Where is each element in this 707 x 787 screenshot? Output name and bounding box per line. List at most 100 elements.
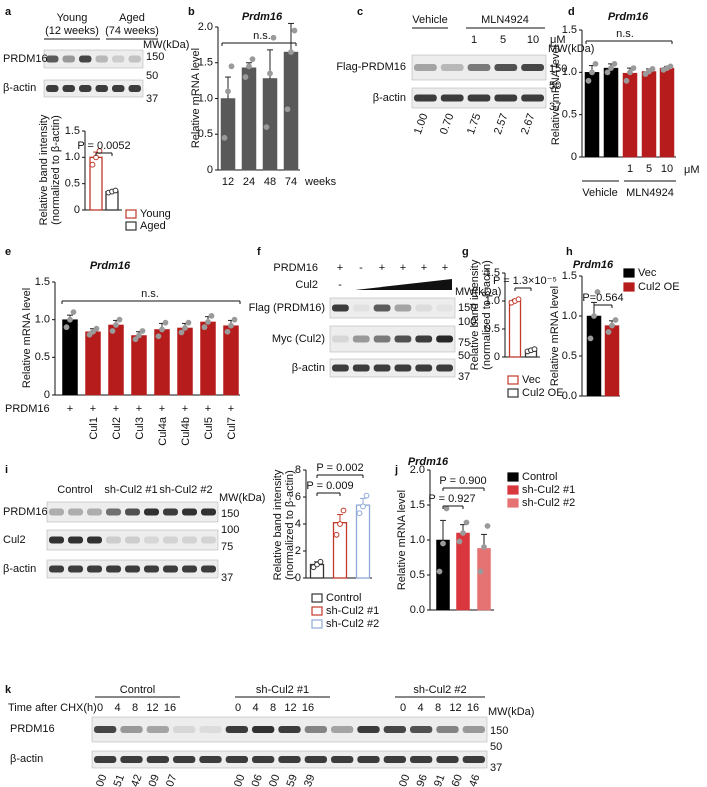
bar [332,522,348,579]
blot-band [521,64,544,71]
blot-band [373,304,391,312]
panel-letter: h [566,246,573,258]
data-point [284,106,291,113]
legend-swatch [623,282,635,292]
mw-label: 37 [221,572,233,584]
x-tick-label: Cul4b [180,417,192,446]
data-point [136,332,142,339]
blot-band [112,85,125,92]
data-point [589,69,595,76]
time-value: 0 [97,702,103,714]
quant-label: 1.00 [91,773,110,787]
blot-band [252,726,275,733]
blot-band [87,565,102,573]
blot-band [373,364,391,372]
row-label: PRDM16 [5,403,50,415]
data-point [86,331,93,338]
y-tick-label: 8 [295,464,301,476]
data-point [317,558,324,565]
quant-label: 2.57 [492,112,511,136]
data-point [113,322,119,328]
quant-label: 1.75 [465,112,484,136]
chart-title: Prdm16 [573,259,614,271]
mw-label: 37 [490,762,502,774]
time-value: 12 [449,702,461,714]
blot-band [383,756,406,763]
y-tick-label: 1.0 [65,151,80,163]
time-label: Time after CHX(h) [8,702,97,714]
row-value: + [136,403,142,415]
row-label: β-actin [373,92,406,104]
quant-label: 1.06 [246,773,265,787]
quant-label: 0.60 [446,773,465,787]
data-point [162,319,169,326]
condition-mark: - [338,279,342,291]
y-axis-label: Relative mRNA level [550,45,562,145]
blot-band [106,536,121,544]
legend-label: Cul2 OE [638,281,680,293]
data-point [93,325,100,332]
mw-label: 150 [221,508,239,520]
y-tick-label: 2.0 [410,464,425,476]
data-point [609,322,615,329]
blot-band [373,335,391,343]
data-point [623,77,630,84]
legend-label: sh-Cul2 #1 [326,605,379,617]
y-tick-label: 0.0 [562,390,577,402]
blot-band [332,304,349,312]
row-value: + [205,403,211,415]
time-value: 4 [252,702,258,714]
bar [223,325,239,396]
mw-label: 75 [458,337,470,349]
data-point [360,503,366,510]
quant-label: 0.09 [143,773,162,787]
blot-band [144,565,159,573]
legend-swatch [507,375,519,385]
y-tick-label: 0.5 [562,109,577,121]
blot-band [410,726,433,733]
quant-label: 0.46 [464,773,483,787]
row-label: PRDM16 [3,53,48,65]
blot-band [436,364,453,372]
y-tick-label: 0.5 [562,350,577,362]
blot-band [494,94,518,102]
row-value: + [159,403,165,415]
data-point [531,346,538,353]
y-tick-label: 1.5 [410,499,425,511]
y-tick-label: 0 [494,351,500,363]
data-point [627,69,633,76]
mw-label: 50 [458,350,470,362]
condition-mark: + [337,262,343,274]
blot-band [383,726,406,733]
group-label: sh-Cul2 #1 [256,684,309,696]
legend-label: Vec [638,267,657,279]
blot-band [173,726,196,733]
annotation: n.s. [616,28,634,40]
mw-label: 37 [549,101,561,113]
y-tick-label: 1.0 [562,310,577,322]
data-point [109,328,116,334]
y-tick-label: 1.5 [198,57,213,69]
y-tick-label: 4 [295,518,301,530]
y-axis-label: Relative band intensity [469,259,481,370]
blot-band [278,726,301,733]
legend-label: Control [326,592,361,604]
blot-band [68,565,83,573]
blot-band [94,726,117,733]
blot-row [329,297,456,319]
data-point [67,316,73,323]
row-value: + [67,403,73,415]
blot-band [120,726,143,733]
data-point [484,523,491,529]
blot-band [436,726,459,733]
time-value: 16 [302,702,314,714]
time-value: 8 [270,702,276,714]
x-tick-label: 5 [646,163,652,175]
data-point [228,322,234,329]
annotation: n.s. [141,288,159,300]
group-label: sh-Cul2 #2 [159,484,212,496]
blot-band [304,726,327,733]
mw-title: MW(kDa) [548,43,594,55]
legend-swatch [507,472,519,482]
